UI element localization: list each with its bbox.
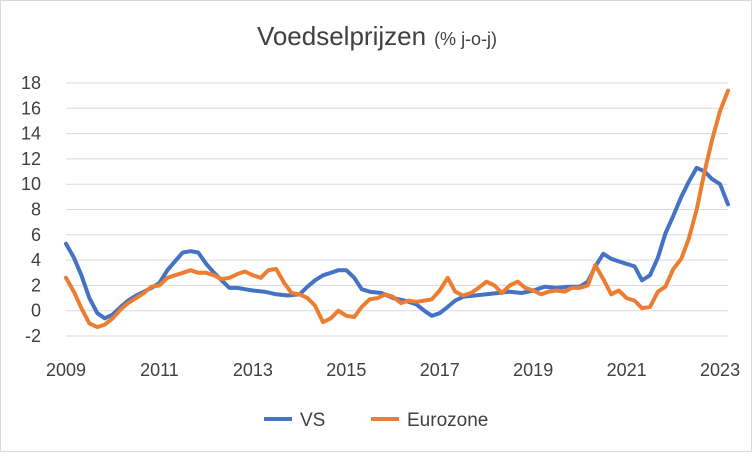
y-axis-ticks: -2 0 2 4 6 8 10 12 14 16 18 [21, 73, 41, 346]
x-tick-label: 2009 [46, 360, 86, 380]
legend-item-eurozone: Eurozone [371, 410, 488, 431]
x-axis-ticks: 2009 2011 2013 2015 2017 2019 2021 2023 [46, 360, 740, 380]
x-tick-label: 2017 [420, 360, 460, 380]
y-tick-label: 18 [21, 73, 41, 93]
y-tick-label: 0 [31, 301, 41, 321]
y-tick-label: -2 [25, 326, 41, 346]
y-tick-label: 12 [21, 149, 41, 169]
legend: VS Eurozone [264, 410, 488, 431]
y-tick-label: 6 [31, 225, 41, 245]
y-tick-label: 8 [31, 200, 41, 220]
series-line-vs [64, 165, 730, 321]
series-line-eurozone [64, 88, 730, 330]
legend-item-vs: VS [264, 410, 325, 431]
y-tick-label: 14 [21, 124, 41, 144]
y-tick-label: 4 [31, 250, 41, 270]
legend-label: VS [300, 410, 325, 431]
x-tick-label: 2019 [513, 360, 553, 380]
series-lines [64, 88, 730, 330]
gridlines [66, 82, 728, 337]
y-tick-label: 10 [21, 174, 41, 194]
x-tick-label: 2023 [700, 360, 740, 380]
x-tick-label: 2011 [140, 360, 179, 380]
y-tick-label: 2 [31, 275, 41, 295]
chart-title-main: Voedselprijzen [257, 21, 426, 51]
x-tick-label: 2013 [233, 360, 273, 380]
chart-title: Voedselprijzen (% j-o-j) [257, 21, 497, 51]
x-tick-label: 2015 [326, 360, 366, 380]
y-tick-label: 16 [21, 98, 41, 118]
legend-label: Eurozone [407, 410, 488, 431]
chart-subtitle: (% j-o-j) [434, 29, 497, 49]
x-tick-label: 2021 [607, 360, 647, 380]
